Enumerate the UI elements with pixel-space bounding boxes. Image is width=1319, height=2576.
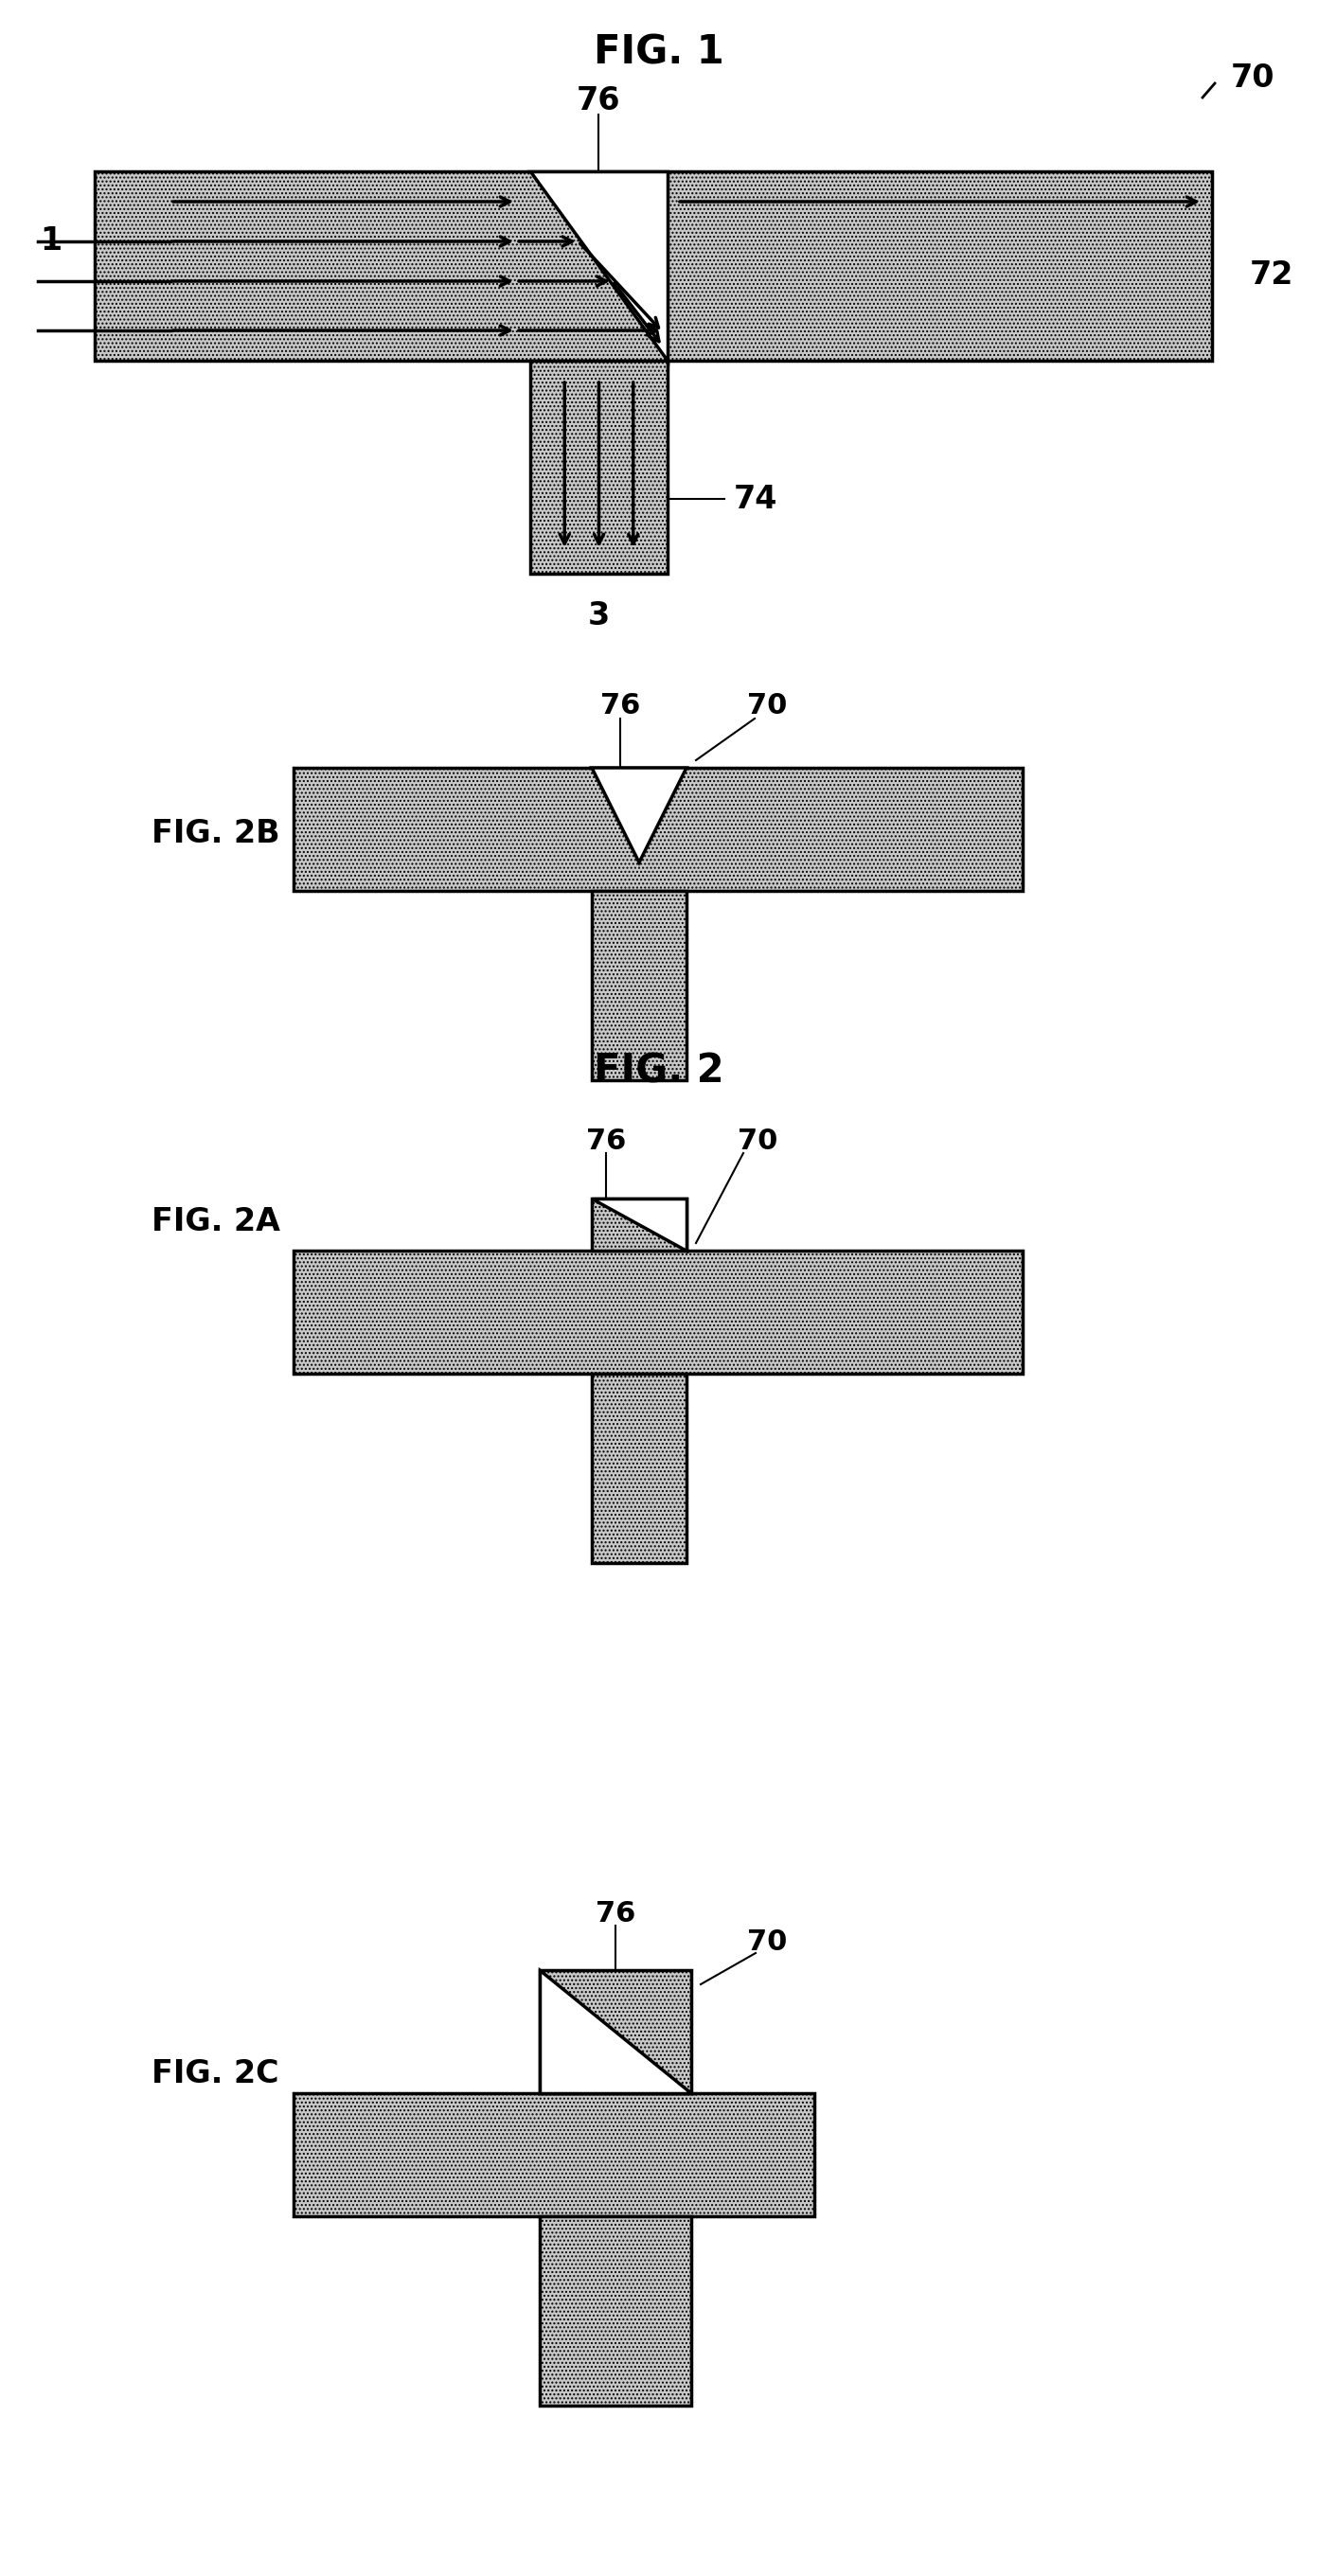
Text: FIG. 2A: FIG. 2A xyxy=(152,1206,280,1239)
Text: FIG. 1: FIG. 1 xyxy=(594,33,724,72)
Text: 70: 70 xyxy=(1231,62,1275,95)
Text: 76: 76 xyxy=(586,1128,627,1157)
Polygon shape xyxy=(539,1971,691,2094)
Bar xyxy=(95,173,1212,361)
Bar xyxy=(294,2094,814,2215)
Text: 76: 76 xyxy=(576,85,620,116)
Text: 3: 3 xyxy=(587,600,609,631)
Bar xyxy=(294,768,1022,891)
Text: 70: 70 xyxy=(747,1927,787,1955)
Polygon shape xyxy=(592,1198,686,1249)
Text: 76: 76 xyxy=(595,1899,636,1927)
Polygon shape xyxy=(592,768,686,863)
Text: 70: 70 xyxy=(747,693,787,719)
Text: FIG. 2C: FIG. 2C xyxy=(152,2058,280,2089)
Bar xyxy=(294,1249,1022,1373)
Text: 72: 72 xyxy=(1250,260,1294,291)
Bar xyxy=(530,361,667,574)
Bar xyxy=(592,1198,686,1249)
Bar xyxy=(539,1971,691,2094)
Text: FIG. 2B: FIG. 2B xyxy=(152,819,280,850)
Text: 76: 76 xyxy=(600,693,640,719)
Bar xyxy=(592,891,686,1079)
Text: FIG. 2: FIG. 2 xyxy=(594,1051,724,1090)
Text: 70: 70 xyxy=(737,1128,778,1157)
Bar xyxy=(592,1373,686,1564)
Text: 74: 74 xyxy=(733,484,778,515)
Polygon shape xyxy=(530,173,667,361)
Bar xyxy=(539,2215,691,2406)
Text: 1: 1 xyxy=(40,227,62,258)
